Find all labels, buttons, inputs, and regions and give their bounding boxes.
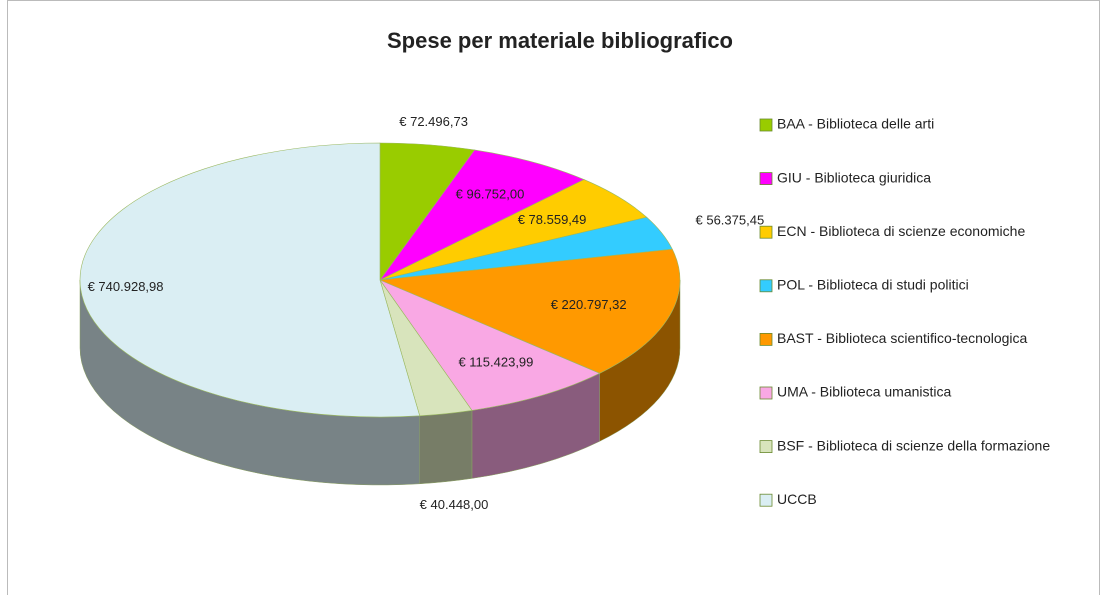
legend-label: UCCB — [777, 491, 817, 507]
data-label: € 115.423,99 — [458, 355, 533, 370]
legend-label: BAST - Biblioteca scientifico-tecnologic… — [777, 330, 1028, 346]
data-label: € 740.928,98 — [88, 279, 164, 294]
data-label: € 56.375,45 — [696, 213, 765, 228]
pie-slice — [79, 142, 421, 418]
pie-side — [419, 410, 473, 485]
legend-swatch — [759, 225, 773, 239]
pie-slice — [378, 248, 681, 374]
data-label: € 220.797,32 — [551, 297, 627, 312]
legend-label: POL - Biblioteca di studi politici — [777, 277, 969, 293]
pie-slice — [379, 149, 585, 281]
legend-label: GIU - Biblioteca giuridica — [777, 169, 931, 185]
legend-swatch — [759, 440, 773, 454]
pie-slice — [379, 279, 601, 411]
legend-swatch — [759, 493, 773, 507]
legend-label: BSF - Biblioteca di scienze della formaz… — [777, 437, 1050, 453]
data-label: € 96.752,00 — [456, 187, 525, 202]
data-label: € 72.496,73 — [399, 114, 468, 129]
legend-label: UMA - Biblioteca umanistica — [777, 384, 952, 400]
legend-swatch — [759, 386, 773, 400]
legend-swatch — [759, 279, 773, 293]
legend-swatch — [759, 332, 773, 346]
data-label: € 40.448,00 — [420, 497, 489, 512]
legend-swatch — [759, 118, 773, 132]
legend-label: BAA - Biblioteca delle arti — [777, 116, 934, 132]
chart-title: Spese per materiale bibliografico — [387, 28, 733, 53]
data-label: € 78.559,49 — [518, 212, 587, 227]
legend-label: ECN - Biblioteca di scienze economiche — [777, 223, 1025, 239]
legend-swatch — [759, 172, 773, 186]
